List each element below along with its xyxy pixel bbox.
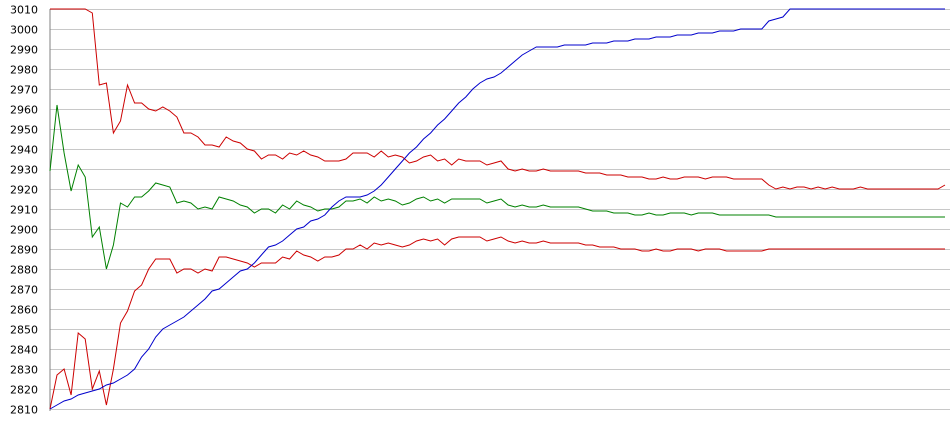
y-tick-label: 2830: [10, 364, 38, 377]
y-tick-label: 2920: [10, 184, 38, 197]
y-tick-label: 2930: [10, 164, 38, 177]
y-tick-label: 2880: [10, 264, 38, 277]
y-tick-label: 2970: [10, 84, 38, 97]
y-tick-label: 2890: [10, 244, 38, 257]
y-tick-label: 2850: [10, 324, 38, 337]
series-line-1: [50, 8, 946, 190]
gridlines: [50, 9, 950, 410]
series-line-2: [49, 104, 945, 270]
y-tick-label: 2810: [10, 404, 38, 417]
y-tick-label: 2820: [10, 384, 38, 397]
series-line-4: [49, 8, 945, 410]
y-tick-labels: 2810 2820 2830 2840 2850 2860 2870 2880 2890 2900…: [10, 4, 38, 417]
y-tick-label: 2980: [10, 64, 38, 77]
y-tick-label: 2950: [10, 124, 38, 137]
y-tick-label: 2990: [10, 44, 38, 57]
y-tick-label: 2860: [10, 304, 38, 317]
series-line-3: [49, 236, 945, 410]
y-tick-label: 2870: [10, 284, 38, 297]
y-tick-label: 2960: [10, 104, 38, 117]
y-tick-label: 2910: [10, 204, 38, 217]
y-tick-label: 3010: [10, 4, 38, 17]
y-tick-label: 2900: [10, 224, 38, 237]
y-tick-label: 3000: [10, 24, 38, 37]
y-tick-label: 2840: [10, 344, 38, 357]
series-lines: [49, 8, 946, 410]
y-tick-label: 2940: [10, 144, 38, 157]
